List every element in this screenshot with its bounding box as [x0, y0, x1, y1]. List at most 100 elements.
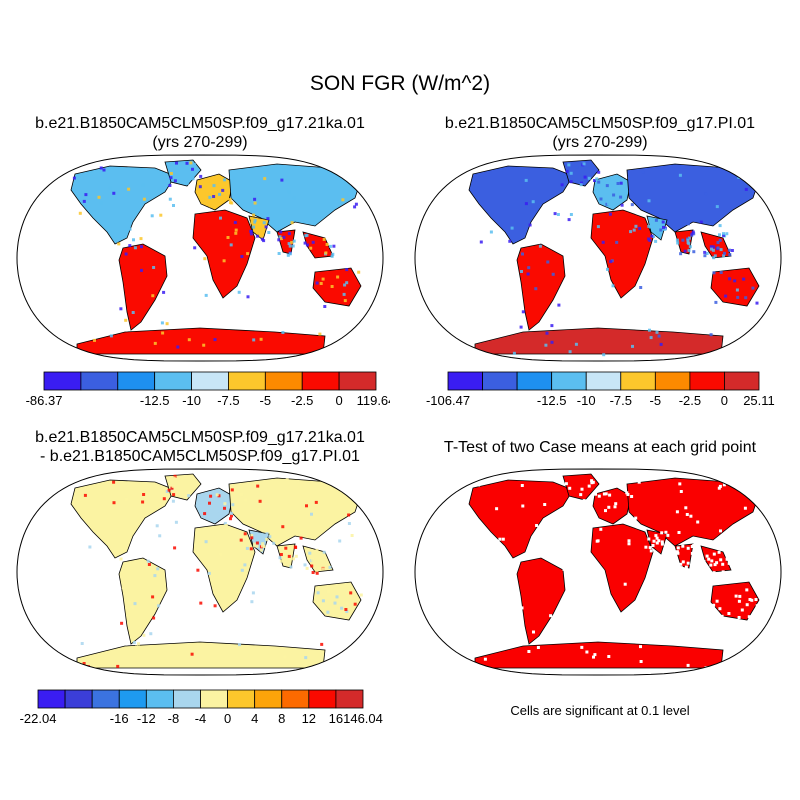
colorbar-label: 16	[329, 711, 343, 726]
panel-3-title-line1: b.e21.B1850CAM5CLM50SP.f09_g17.21ka.01	[35, 429, 365, 446]
colorbar-swatch	[227, 689, 256, 709]
grid-cells	[469, 474, 759, 670]
colorbar-swatch	[154, 371, 192, 391]
colorbar-label: -16	[110, 711, 129, 726]
colorbar-swatch	[37, 689, 66, 709]
colorbar-swatch	[91, 689, 120, 709]
continent-greenland	[562, 473, 600, 501]
panel-2-title-line1: b.e21.B1850CAM5CLM50SP.f09_g17.PI.01	[444, 115, 756, 132]
colorbar-label: 25.11	[743, 393, 775, 408]
colorbar-label: -7.5	[217, 393, 239, 408]
colorbar-swatch	[118, 689, 147, 709]
colorbar-label: -4	[195, 711, 207, 726]
colorbar-swatch	[173, 689, 201, 709]
map-case2	[414, 154, 782, 362]
map-ttest	[414, 468, 782, 676]
colorbar-swatch	[43, 371, 82, 391]
continent-australia	[710, 581, 760, 621]
panel-4-title: T-Test of two Case means at each grid po…	[400, 438, 800, 457]
colorbar-swatch	[654, 371, 691, 391]
colorbar-label: -2.5	[291, 393, 313, 408]
colorbar-swatch	[281, 689, 310, 709]
continent-north-america	[468, 479, 574, 559]
map-case1	[16, 154, 384, 362]
colorbar-label: -12	[137, 711, 156, 726]
figure-title: SON FGR (W/m^2)	[309, 72, 491, 95]
panel-2-title-line2: (yrs 270-299)	[552, 134, 648, 151]
continent-australia	[312, 267, 362, 307]
colorbar-label: -5	[650, 393, 662, 408]
panel-3-title: b.e21.B1850CAM5CLM50SP.f09_g17.21ka.01 -…	[0, 428, 400, 466]
colorbar-label: -8	[168, 711, 180, 726]
colorbar-swatch	[689, 371, 725, 391]
continent-africa	[590, 209, 654, 299]
continent-south-america	[516, 243, 566, 331]
colorbar-swatch	[191, 371, 229, 391]
colorbar-swatch	[64, 689, 93, 709]
colorbar-swatch	[585, 371, 622, 391]
grid-cells	[479, 162, 759, 357]
colorbar-label: 4	[251, 711, 258, 726]
colorbar-swatch	[228, 371, 266, 391]
significance-note: Cells are significant at 0.1 level	[510, 703, 690, 718]
colorbar-swatch	[516, 371, 553, 391]
continent-southeast-asia	[700, 231, 732, 259]
colorbar-label: -10	[182, 393, 201, 408]
colorbar-swatch	[447, 371, 483, 391]
colorbar-swatch	[80, 371, 119, 391]
colorbar-label: 8	[278, 711, 285, 726]
colorbar-label: -86.37	[26, 393, 63, 408]
colorbar-difference: -22.04 -16 -12 -8 -4 0 4 8 12 16 146.04	[20, 689, 383, 726]
colorbar-label: -5	[260, 393, 272, 408]
continent-south-america	[118, 557, 168, 645]
colorbar-swatch	[482, 371, 518, 391]
map-border	[16, 154, 384, 362]
continent-africa	[192, 209, 256, 299]
colorbar-swatch	[264, 371, 303, 391]
map-border	[414, 154, 782, 362]
continent-india	[674, 229, 694, 255]
colorbar-label: -10	[577, 393, 596, 408]
colorbar-swatch	[254, 689, 283, 709]
continent-south-america	[516, 557, 566, 645]
panel-3-title-line2: - b.e21.B1850CAM5CLM50SP.f09_g17.PI.01	[40, 448, 360, 465]
panel-1-title: b.e21.B1850CAM5CLM50SP.f09_g17.21ka.01 (…	[0, 114, 400, 152]
continent-africa	[590, 523, 654, 613]
colorbar-swatch	[620, 371, 656, 391]
colorbar-swatch	[200, 689, 228, 709]
colorbar-swatch	[145, 689, 174, 709]
colorbar-swatch	[551, 371, 587, 391]
continent-africa	[192, 523, 256, 613]
colorbar-swatch	[335, 689, 364, 709]
panel-1-title-line2: (yrs 270-299)	[152, 134, 248, 151]
map-border	[414, 468, 782, 676]
panel-1-title-line1: b.e21.B1850CAM5CLM50SP.f09_g17.21ka.01	[35, 115, 365, 132]
colorbar-swatch	[338, 371, 377, 391]
colorbar-case1: -86.37 -12.5 -10 -7.5 -5 -2.5 0 119.64	[26, 371, 390, 408]
continent-north-america	[468, 165, 574, 245]
colorbar-label: -12.5	[537, 393, 567, 408]
panel-4-title-line1: T-Test of two Case means at each grid po…	[443, 439, 757, 456]
continent-europe	[592, 487, 632, 525]
colorbar-label: -22.04	[20, 711, 57, 726]
grid-cells	[72, 161, 361, 349]
colorbar-label: 0	[335, 393, 342, 408]
colorbar-label: -12.5	[140, 393, 170, 408]
colorbar-label: 0	[224, 711, 231, 726]
continent-antarctica	[474, 327, 724, 355]
colorbar-label: 146.04	[343, 711, 383, 726]
colorbar-swatch	[724, 371, 760, 391]
colorbar-swatch	[301, 371, 340, 391]
continent-antarctica	[76, 327, 326, 355]
colorbar-label: 0	[721, 393, 728, 408]
colorbar-case2: -106.47 -12.5 -10 -7.5 -5 -2.5 0 25.11	[426, 371, 775, 408]
colorbar-label: -7.5	[610, 393, 632, 408]
colorbar-label: 12	[302, 711, 316, 726]
continent-north-america	[70, 479, 176, 559]
colorbar-label: 119.64	[357, 393, 390, 408]
continent-south-america	[118, 243, 168, 331]
colorbar-swatch	[308, 689, 337, 709]
colorbar-label: -106.47	[426, 393, 470, 408]
map-border	[16, 468, 384, 676]
colorbar-label: -2.5	[679, 393, 701, 408]
